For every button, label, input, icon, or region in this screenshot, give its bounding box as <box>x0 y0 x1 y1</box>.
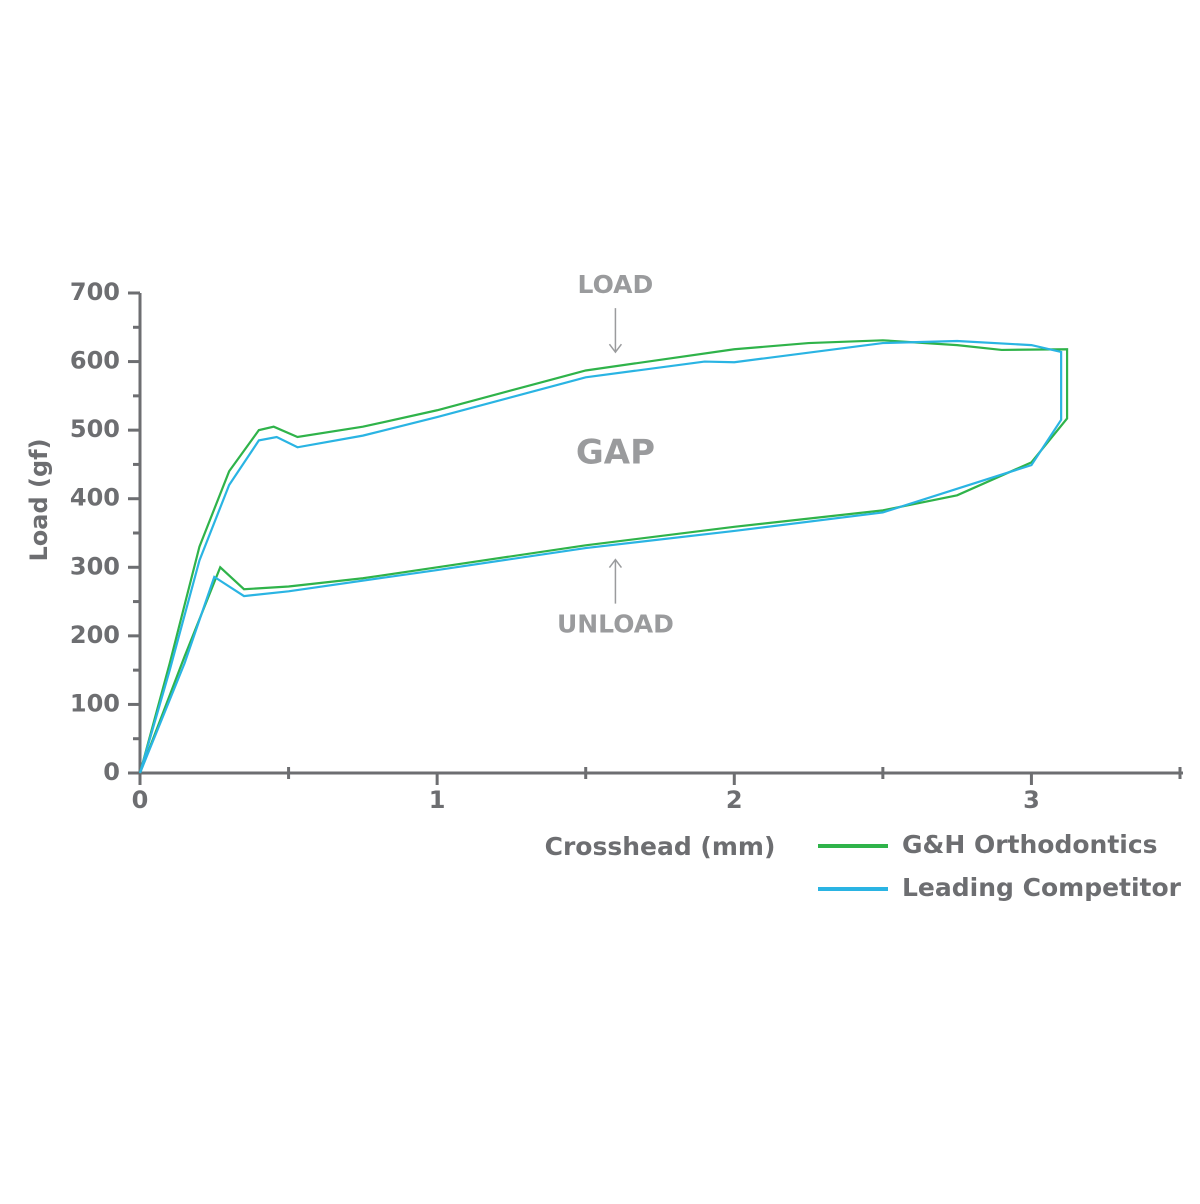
legend-label: G&H Orthodontics <box>902 830 1158 859</box>
x-tick-label: 0 <box>132 786 149 814</box>
x-tick-label: 2 <box>726 786 743 814</box>
annotation-arrow <box>608 558 623 604</box>
annotation-arrow <box>608 308 623 354</box>
series-line <box>138 339 1063 774</box>
y-tick-label: 200 <box>70 621 120 649</box>
y-tick-label: 100 <box>70 689 120 717</box>
y-tick-label: 600 <box>70 347 120 375</box>
y-tick-label: 700 <box>70 278 120 306</box>
y-tick-label: 300 <box>70 552 120 580</box>
y-tick-label: 500 <box>70 415 120 443</box>
y-tick-label: 400 <box>70 484 120 512</box>
y-tick-label: 0 <box>103 758 120 786</box>
x-tick-label: 3 <box>1023 786 1040 814</box>
x-axis-label: Crosshead (mm) <box>545 832 776 861</box>
legend-label: Leading Competitor <box>902 873 1182 902</box>
series-line <box>138 339 1069 774</box>
annotation: UNLOAD <box>557 610 674 639</box>
x-tick-label: 1 <box>429 786 446 814</box>
y-axis-label: Load (gf) <box>25 438 53 561</box>
annotation: LOAD <box>578 270 654 299</box>
annotation: GAP <box>576 433 655 473</box>
